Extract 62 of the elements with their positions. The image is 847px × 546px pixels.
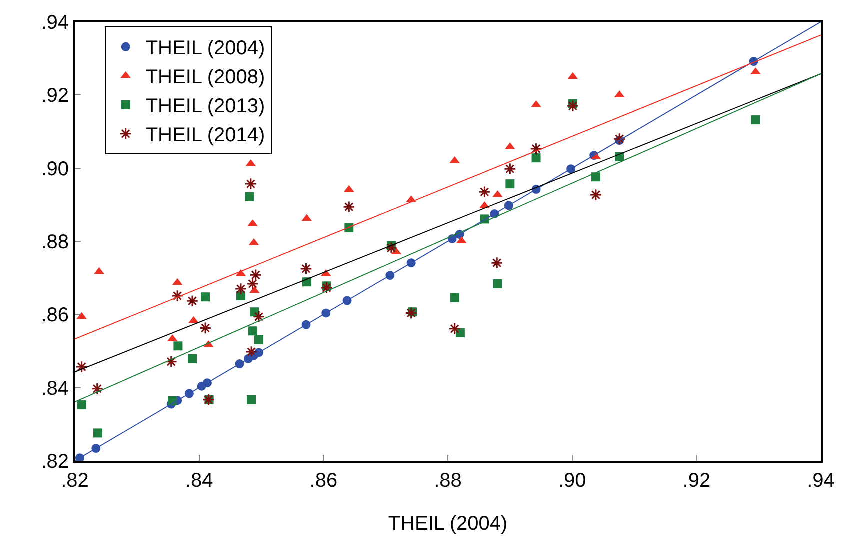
point [493, 279, 502, 288]
point [448, 322, 461, 336]
point [247, 395, 256, 404]
y-tick-label: .94 [41, 12, 69, 34]
point [751, 116, 760, 125]
point [506, 180, 515, 189]
y-tick-label: .84 [41, 378, 69, 400]
point [591, 172, 600, 182]
point [320, 282, 333, 294]
x-tick-label: .90 [558, 470, 586, 492]
point [201, 292, 210, 302]
legend-label: THEIL (2004) [146, 38, 266, 60]
x-tick-label: .88 [434, 470, 462, 492]
x-tick-label: .94 [807, 470, 835, 492]
point [450, 293, 460, 302]
x-tick-label: .84 [185, 470, 214, 492]
x-axis-title: THEIL (2004) [388, 513, 508, 535]
y-tick-label: .86 [41, 304, 69, 327]
point [248, 326, 258, 336]
point [234, 282, 248, 296]
point [165, 356, 178, 368]
point [590, 188, 602, 202]
legend-label: THEIL (2013) [146, 96, 266, 118]
point [504, 162, 516, 176]
x-tick-label: .82 [61, 470, 89, 492]
point [174, 342, 183, 351]
point [250, 269, 262, 282]
x-tick-label: .86 [310, 470, 338, 492]
point [76, 360, 88, 374]
legend-label: THEIL (2008) [146, 66, 266, 89]
legend-label: THEIL (2014) [146, 124, 266, 147]
point [94, 267, 104, 274]
point [566, 100, 580, 112]
point [254, 335, 264, 344]
point [530, 142, 542, 156]
y-tick-label: .90 [41, 158, 69, 180]
point [244, 178, 258, 190]
point [490, 256, 504, 270]
point [171, 290, 184, 302]
point [94, 428, 102, 438]
point [245, 346, 258, 358]
point [252, 310, 266, 324]
point [343, 200, 356, 214]
point [300, 262, 312, 276]
point [199, 322, 212, 334]
point [385, 242, 398, 254]
point [248, 219, 258, 226]
point [246, 278, 259, 290]
y-tick-label: .82 [41, 451, 69, 473]
point [532, 154, 541, 163]
point [613, 132, 626, 146]
point [245, 192, 254, 202]
point [188, 316, 199, 324]
point [478, 186, 491, 198]
point [188, 354, 197, 364]
y-tick-label: .92 [41, 85, 69, 108]
point [405, 307, 418, 320]
x-tick-label: .92 [682, 470, 711, 492]
y-tick-label: .88 [41, 232, 69, 254]
point [186, 294, 199, 308]
point [77, 400, 86, 410]
point [91, 382, 104, 396]
